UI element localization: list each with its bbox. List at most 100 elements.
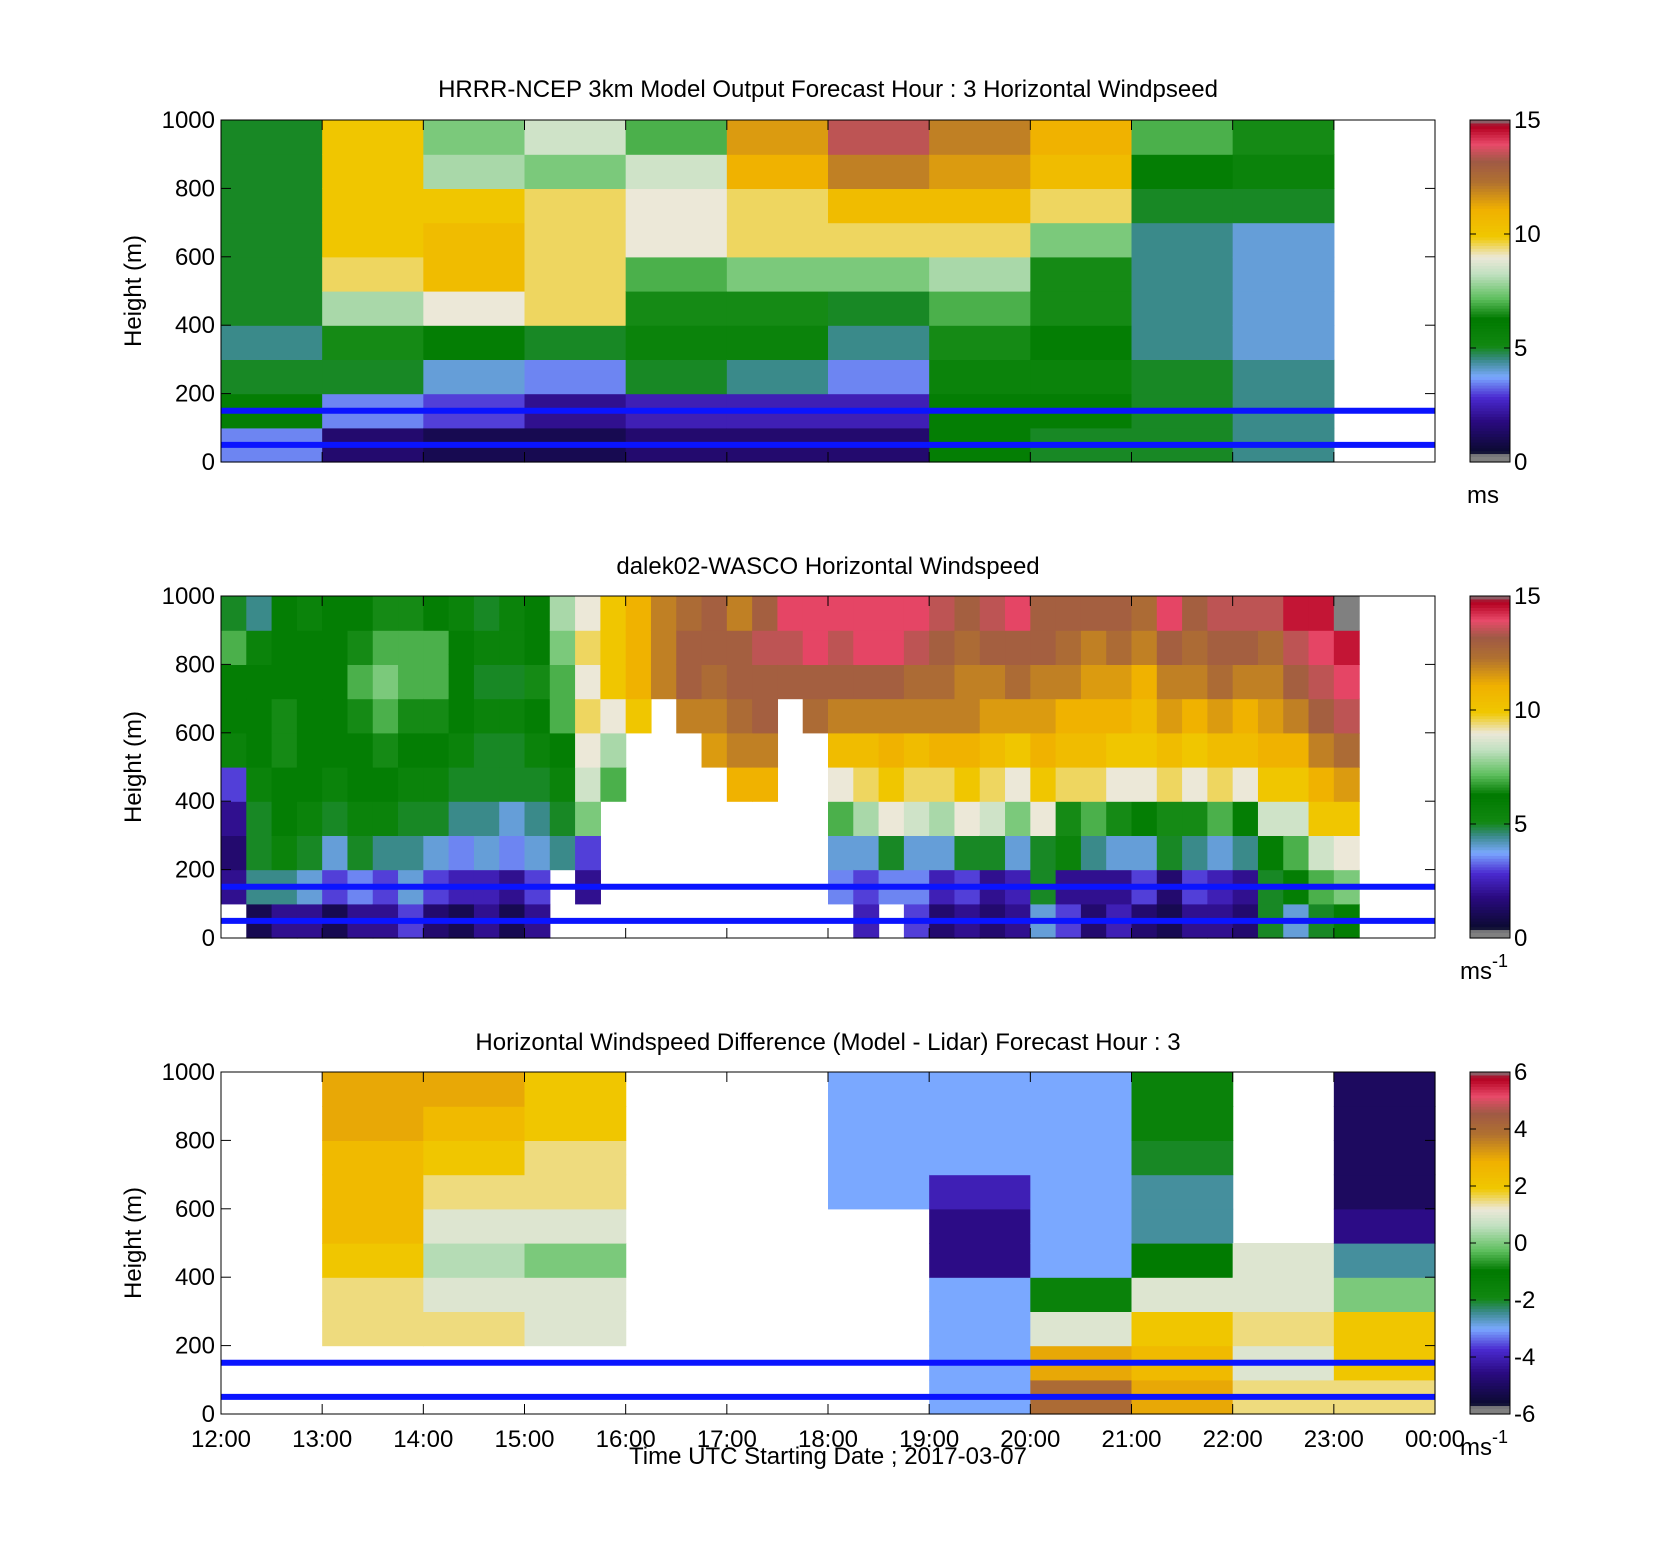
heatmap-cell: [828, 359, 930, 395]
heatmap-cell: [1232, 188, 1335, 224]
heatmap-cell: [726, 188, 829, 224]
heatmap-cell: [828, 664, 854, 700]
heatmap-cell: [1308, 767, 1335, 802]
colorbar-tick-label: 10: [1514, 221, 1541, 248]
heatmap-cell: [1333, 1072, 1436, 1107]
colorbar-segment: [1470, 1388, 1510, 1392]
heatmap-cell: [650, 630, 677, 665]
heatmap-cell: [1232, 222, 1335, 258]
colorbar-segment: [1470, 869, 1510, 874]
colorbar-segment: [1470, 838, 1510, 842]
colorbar-segment: [1470, 1146, 1510, 1150]
heatmap-cell: [524, 1106, 627, 1141]
colorbar-segment: [1470, 205, 1510, 209]
colorbar-segment: [1470, 1163, 1510, 1167]
colorbar-segment: [1470, 678, 1510, 683]
colorbar-segment: [1470, 211, 1510, 215]
heatmap-cell: [726, 596, 753, 631]
colorbar-segment: [1470, 1374, 1510, 1378]
heatmap-cell: [726, 698, 753, 734]
colorbar-segment: [1470, 895, 1510, 899]
heatmap-cell: [929, 359, 1031, 395]
colorbar-segment: [1470, 125, 1510, 130]
colorbar-segment: [1470, 379, 1510, 383]
heatmap-cell: [1055, 630, 1082, 665]
heatmap-cell: [1232, 596, 1259, 631]
colorbar-segment: [1470, 755, 1510, 760]
colorbar-segment: [1470, 712, 1510, 717]
heatmap-cell: [929, 1106, 1031, 1141]
colorbar-segment: [1470, 621, 1510, 626]
colorbar-segment: [1470, 795, 1510, 799]
heatmap-cell: [1030, 188, 1133, 224]
heatmap-cell: [903, 767, 930, 802]
colorbar-segment: [1470, 459, 1510, 463]
heatmap-cell: [372, 596, 399, 631]
colorbar-segment: [1470, 1399, 1510, 1404]
x-tick-label: 13:00: [292, 1426, 352, 1453]
colorbar-segment: [1470, 1151, 1510, 1156]
heatmap-cell: [221, 630, 247, 665]
heatmap-cell: [1131, 325, 1234, 360]
heatmap-cell: [828, 154, 930, 189]
colorbar-segment: [1470, 165, 1510, 170]
heatmap-cell: [600, 698, 627, 734]
colorbar-segment: [1470, 829, 1510, 834]
heatmap-cell: [221, 291, 323, 326]
heatmap-cell: [271, 767, 298, 802]
heatmap-cell: [1207, 767, 1234, 802]
heatmap-cell: [398, 801, 424, 836]
colorbar-segment: [1470, 1208, 1510, 1213]
heatmap-cell: [271, 835, 298, 871]
heatmap-cell: [853, 596, 880, 631]
heatmap-cell: [600, 664, 627, 700]
heatmap-cell: [221, 222, 323, 258]
colorbar-segment: [1470, 653, 1510, 657]
colorbar: -6 -4 -2 0 2 4 6 ms-1: [1460, 1059, 1535, 1461]
colorbar-segment: [1470, 1171, 1510, 1176]
heatmap-cell: [929, 596, 956, 631]
heatmap-cell: [1232, 1311, 1335, 1347]
heatmap-cell: [726, 120, 829, 155]
heatmap-cell: [1131, 698, 1158, 734]
colorbar-segment: [1470, 1186, 1510, 1190]
heatmap-cell: [549, 835, 576, 871]
heatmap-cell: [524, 120, 627, 155]
heatmap-cell: [1333, 732, 1360, 768]
colorbar-segment: [1470, 1302, 1510, 1307]
y-tick-label: 0: [202, 1401, 215, 1428]
colorbar-segment: [1470, 849, 1510, 854]
heatmap-cell: [398, 664, 424, 700]
heatmap-cell: [853, 664, 880, 700]
heatmap-cell: [954, 630, 981, 665]
colorbar-segment: [1470, 1288, 1510, 1293]
colorbar-segment: [1470, 1368, 1510, 1372]
colorbar-unit-label: ms-1: [1460, 951, 1508, 985]
heatmap-cell: [1030, 835, 1057, 871]
heatmap-cell: [1055, 732, 1082, 768]
heatmap-cell: [828, 120, 930, 155]
colorbar-segment: [1470, 356, 1510, 360]
heatmap-cell: [752, 596, 779, 631]
heatmap-cell: [221, 359, 323, 395]
heatmap-cell: [575, 630, 601, 665]
heatmap-cell: [600, 767, 627, 802]
colorbar-segment: [1470, 781, 1510, 785]
heatmap-cell: [296, 664, 323, 700]
colorbar-segment: [1470, 644, 1510, 648]
heatmap-cell: [473, 698, 500, 734]
heatmap-cell: [802, 596, 829, 631]
heatmap-cell: [322, 664, 349, 700]
colorbar-segment: [1470, 604, 1510, 608]
heatmap-cell: [1005, 835, 1031, 871]
heatmap-cell: [676, 596, 703, 631]
heatmap-cell: [1030, 767, 1057, 802]
heatmap-cell: [853, 767, 880, 802]
colorbar-segment: [1470, 373, 1510, 378]
colorbar-segment: [1470, 855, 1510, 859]
y-tick-label: 200: [175, 381, 215, 408]
heatmap-cell: [524, 767, 551, 802]
heatmap-cell: [1182, 732, 1208, 768]
x-tick-label: 20:00: [1000, 1426, 1060, 1453]
colorbar-segment: [1470, 883, 1510, 888]
